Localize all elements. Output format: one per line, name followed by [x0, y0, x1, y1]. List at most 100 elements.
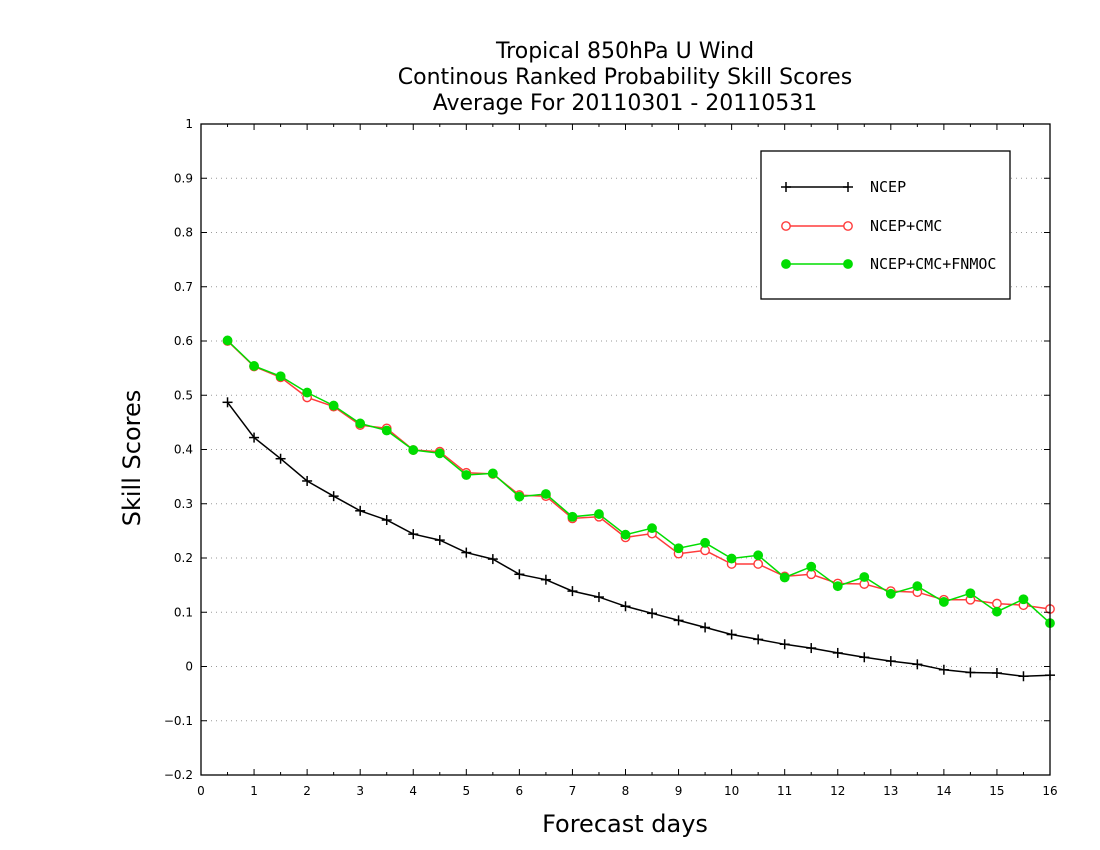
title-line-2: Continous Ranked Probability Skill Score…	[398, 65, 852, 90]
legend-label: NCEP	[870, 178, 906, 196]
data-point	[753, 634, 764, 645]
data-point	[806, 643, 817, 654]
data-point	[434, 448, 445, 459]
data-point	[408, 529, 419, 540]
data-point	[673, 543, 684, 554]
data-point	[487, 554, 498, 565]
data-point	[781, 221, 791, 231]
legend-box	[760, 150, 1011, 300]
legend-entry: NCEP+CMC	[781, 217, 942, 235]
y-tick-label: 0.5	[174, 388, 193, 402]
data-point	[779, 639, 790, 650]
y-tick-label: 0.9	[174, 171, 193, 185]
series-ncep	[222, 397, 1055, 682]
x-tick-label: 15	[989, 784, 1004, 798]
series-ncep-cmc-fnmoc	[222, 335, 1055, 628]
data-point	[938, 597, 949, 607]
data-point	[1018, 594, 1029, 605]
data-point	[434, 535, 445, 546]
series-line	[226, 401, 1051, 678]
data-point	[647, 523, 657, 534]
data-point	[912, 581, 923, 592]
x-tick-label: 8	[622, 784, 630, 798]
data-point	[753, 559, 764, 569]
data-point	[673, 615, 684, 626]
data-point	[355, 418, 366, 429]
legend: NCEP NCEP+CMC NCEP+CMC+FNMOC	[760, 150, 1011, 300]
x-tick-label: 16	[1042, 784, 1057, 798]
data-point	[991, 668, 1002, 679]
data-point	[620, 529, 631, 540]
data-point	[726, 629, 737, 640]
series-line	[226, 340, 1051, 610]
y-tick-label: 0	[185, 660, 193, 674]
x-tick-label: 6	[516, 784, 524, 798]
title-line-1: Tropical 850hPa U Wind	[495, 39, 754, 64]
series-ncep-cmc	[222, 336, 1055, 614]
x-tick-label: 5	[462, 784, 470, 798]
data-point	[885, 656, 896, 667]
data-point	[302, 475, 313, 486]
data-point	[753, 550, 764, 561]
x-tick-label: 11	[777, 784, 792, 798]
data-point	[408, 445, 419, 455]
x-tick-label: 9	[675, 784, 683, 798]
data-point	[965, 588, 976, 599]
data-point	[843, 221, 853, 231]
data-point	[381, 515, 392, 526]
y-tick-label: 0.7	[174, 280, 193, 294]
plot-frame	[200, 123, 1051, 776]
data-point	[843, 182, 853, 192]
data-point	[726, 553, 737, 564]
y-tick-label: 0.3	[174, 497, 193, 511]
data-point	[328, 400, 339, 411]
data-point	[806, 561, 817, 572]
x-tick-label: 13	[883, 784, 898, 798]
legend-label: NCEP+CMC+FNMOC	[870, 255, 996, 273]
data-point	[912, 659, 923, 670]
data-point	[1018, 671, 1029, 682]
data-point	[249, 361, 259, 371]
x-tick-label: 0	[197, 784, 205, 798]
chart-title: Tropical 850hPa U Wind Continous Ranked …	[398, 39, 852, 116]
data-point	[992, 606, 1002, 617]
x-tick-label: 7	[569, 784, 577, 798]
data-point	[381, 425, 392, 436]
legend-label: NCEP+CMC	[870, 217, 942, 235]
data-point	[249, 432, 260, 443]
x-tick-label: 1	[250, 784, 258, 798]
data-point	[859, 652, 870, 663]
y-tick-label: 0.1	[174, 605, 193, 619]
data-point	[567, 511, 578, 522]
series-layer	[222, 335, 1055, 682]
data-point	[302, 387, 313, 398]
data-point	[514, 569, 525, 580]
data-point	[859, 572, 870, 582]
y-axis-label: Skill Scores	[118, 390, 146, 527]
y-tick-label: 0.8	[174, 226, 193, 240]
data-point	[843, 259, 853, 269]
series-line	[226, 339, 1051, 624]
data-point	[700, 537, 710, 548]
x-tick-label: 3	[356, 784, 364, 798]
y-tick-label: 0.4	[174, 443, 193, 457]
data-point	[965, 667, 976, 678]
x-tick-label: 14	[936, 784, 951, 798]
data-point	[781, 259, 791, 269]
x-tick-label: 10	[724, 784, 739, 798]
data-point	[781, 182, 791, 192]
axes: −0.2−0.100.10.20.30.40.50.60.70.80.910 1 2…	[164, 117, 1058, 798]
data-point	[779, 572, 790, 583]
y-tick-label: −0.1	[164, 714, 193, 728]
x-tick-label: 2	[303, 784, 311, 798]
data-point	[832, 647, 843, 658]
data-point	[620, 601, 631, 612]
data-point	[540, 574, 551, 585]
x-tick-label: 4	[409, 784, 417, 798]
data-point	[461, 547, 472, 558]
y-tick-label: 1	[185, 117, 193, 131]
data-point	[514, 491, 525, 502]
legend-entry: NCEP	[781, 178, 906, 196]
data-point	[593, 592, 604, 603]
